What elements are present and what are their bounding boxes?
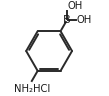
- Text: NH₂HCl: NH₂HCl: [14, 84, 50, 94]
- Text: OH: OH: [76, 15, 92, 25]
- Text: OH: OH: [67, 1, 83, 11]
- Text: B: B: [63, 15, 71, 25]
